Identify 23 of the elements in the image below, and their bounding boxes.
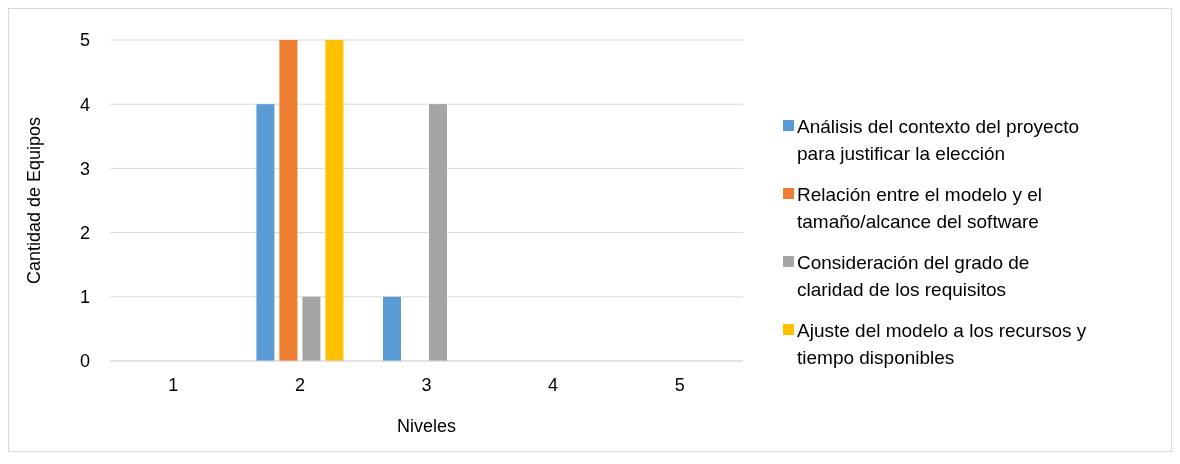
bar	[256, 104, 275, 361]
y-tick-label: 1	[79, 287, 90, 308]
y-tick-label: 4	[79, 94, 90, 115]
y-tick-label: 0	[79, 351, 90, 372]
y-tick-label: 2	[79, 222, 90, 243]
bar	[429, 104, 447, 361]
legend-label: Consideración del grado de claridad de los requisitos	[797, 251, 1030, 300]
x-tick-label: 5	[674, 375, 685, 395]
x-tick-label: 4	[548, 375, 559, 395]
legend-label: Análisis del contexto del proyecto para justificar la elección	[797, 115, 1079, 164]
bar	[325, 40, 344, 361]
legend-label: Relación entre el modelo y el tamaño/alcance del software	[797, 183, 1043, 232]
bar	[302, 296, 321, 361]
bar	[383, 296, 401, 361]
bar	[279, 40, 298, 361]
x-axis-title: Niveles	[396, 416, 457, 436]
legend-label: Ajuste del modelo a los recursos y tiempo disponibles	[797, 319, 1087, 368]
x-tick-label: 1	[168, 375, 179, 395]
y-tick-label: 3	[79, 158, 90, 179]
x-tick-label: 3	[421, 375, 432, 395]
x-tick-label: 2	[294, 375, 305, 395]
y-axis-title: Cantidad de Equipos	[24, 116, 44, 285]
y-tick-label: 5	[79, 30, 90, 51]
